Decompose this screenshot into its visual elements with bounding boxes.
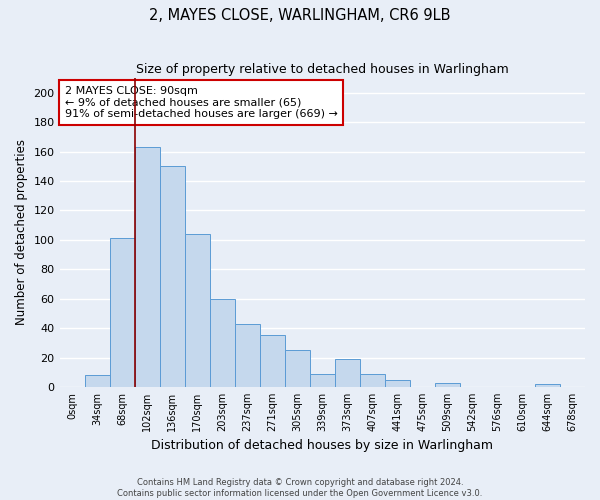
Y-axis label: Number of detached properties: Number of detached properties [15, 140, 28, 326]
Bar [160, 166, 185, 387]
Title: Size of property relative to detached houses in Warlingham: Size of property relative to detached ho… [136, 62, 509, 76]
Bar [385, 380, 410, 387]
Bar [85, 375, 110, 387]
Bar [110, 238, 134, 387]
Bar [260, 336, 285, 387]
Bar [285, 350, 310, 387]
Bar [360, 374, 385, 387]
Bar [209, 298, 235, 387]
Bar [134, 147, 160, 387]
Text: Contains HM Land Registry data © Crown copyright and database right 2024.
Contai: Contains HM Land Registry data © Crown c… [118, 478, 482, 498]
Bar [185, 234, 209, 387]
Bar [435, 382, 460, 387]
Text: 2, MAYES CLOSE, WARLINGHAM, CR6 9LB: 2, MAYES CLOSE, WARLINGHAM, CR6 9LB [149, 8, 451, 22]
Bar [310, 374, 335, 387]
Bar [535, 384, 560, 387]
X-axis label: Distribution of detached houses by size in Warlingham: Distribution of detached houses by size … [151, 440, 493, 452]
Text: 2 MAYES CLOSE: 90sqm
← 9% of detached houses are smaller (65)
91% of semi-detach: 2 MAYES CLOSE: 90sqm ← 9% of detached ho… [65, 86, 338, 119]
Bar [335, 359, 360, 387]
Bar [235, 324, 260, 387]
